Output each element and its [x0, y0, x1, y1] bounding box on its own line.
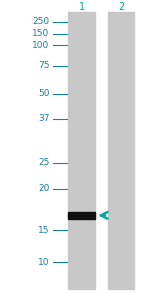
Text: 37: 37 — [38, 114, 50, 123]
Text: 10: 10 — [38, 258, 50, 267]
Text: 15: 15 — [38, 226, 50, 234]
Bar — [108, 12, 134, 289]
Text: 100: 100 — [32, 41, 50, 50]
Text: 150: 150 — [32, 29, 50, 38]
Text: 2: 2 — [118, 2, 125, 12]
Text: 1: 1 — [79, 2, 85, 12]
Text: 50: 50 — [38, 89, 50, 98]
Bar — [68, 212, 94, 219]
Bar — [68, 12, 94, 289]
Text: 250: 250 — [32, 18, 50, 26]
Text: 20: 20 — [38, 185, 50, 193]
Text: 25: 25 — [38, 158, 50, 167]
Text: 75: 75 — [38, 62, 50, 70]
